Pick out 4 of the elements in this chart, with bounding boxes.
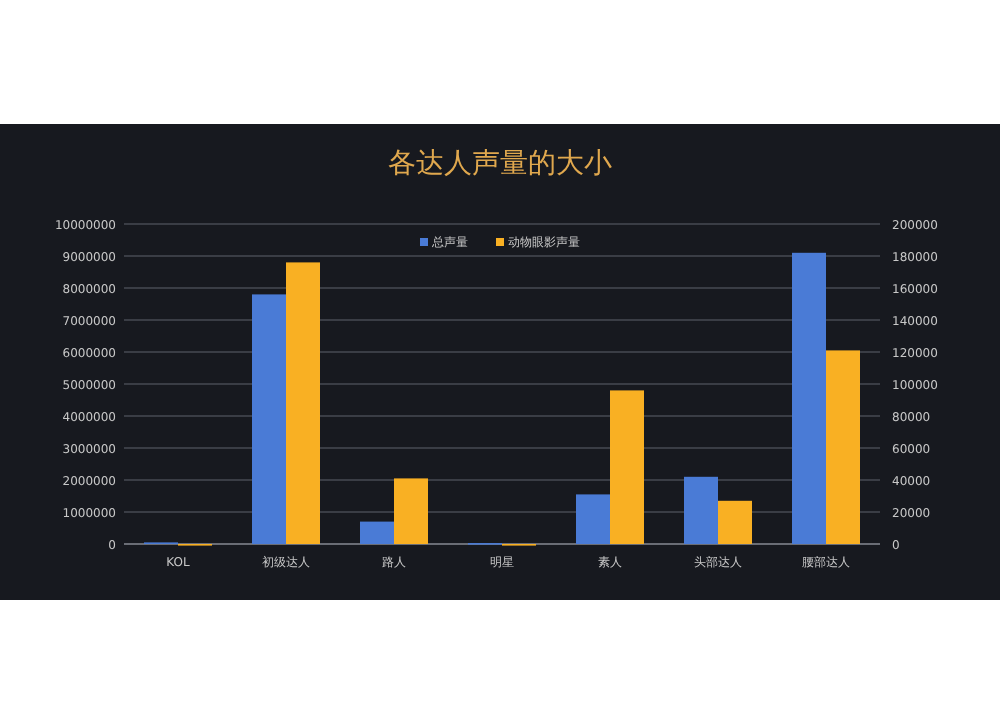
- bar: [394, 478, 428, 544]
- chart-title: 各达人声量的大小: [388, 148, 612, 180]
- bar: [576, 494, 610, 544]
- bar: [610, 390, 644, 544]
